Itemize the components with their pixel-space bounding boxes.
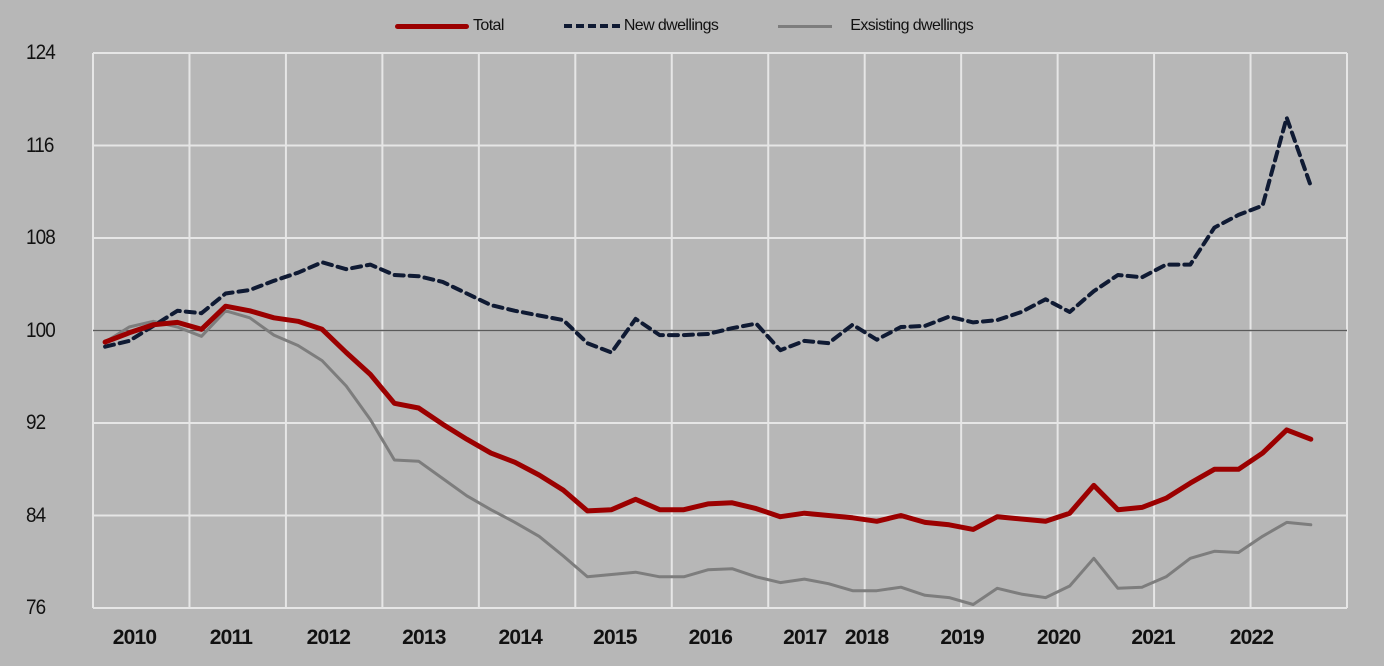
- x-tick-label: 2020: [1036, 626, 1081, 649]
- y-tick-label: 76: [26, 596, 46, 619]
- y-tick-label: 92: [26, 411, 46, 434]
- legend-label-existing-dwellings: Exsisting dwellings: [850, 17, 974, 34]
- y-tick-label: 116: [26, 133, 54, 157]
- y-tick-label: 124: [26, 41, 56, 64]
- series-line-exsisting-dwellings: [103, 309, 1313, 606]
- x-tick-label: 2015: [593, 626, 637, 649]
- series-line-total: [102, 303, 1314, 532]
- x-tick-label: 2014: [498, 626, 543, 649]
- x-tick-label: 2011: [209, 626, 253, 649]
- legend: Total New dwellings Exsisting dwellings: [395, 14, 974, 38]
- x-tick-label: 2010: [112, 626, 157, 649]
- legend-label-total: Total: [473, 17, 504, 34]
- legend-swatch-existing-dwellings: [778, 24, 833, 28]
- x-tick-label: 2018: [844, 626, 889, 649]
- legend-item-total: Total: [395, 17, 504, 35]
- x-tick-label: 2013: [402, 626, 446, 649]
- legend-item-new-dwellings: New dwellings: [563, 17, 719, 35]
- legend-swatch-new-dwellings: [563, 24, 620, 28]
- x-tick-label: 2019: [940, 626, 984, 649]
- y-tick-label: 84: [26, 503, 46, 527]
- x-tick-label: 2022: [1229, 626, 1274, 649]
- y-tick-label: 100: [26, 318, 56, 342]
- x-tick-label: 2016: [688, 626, 733, 649]
- legend-item-existing-dwellings: Exsisting dwellings: [778, 17, 974, 35]
- x-tick-label: 2017: [783, 626, 827, 649]
- x-tick-label: 2012: [306, 626, 351, 649]
- legend-label-new-dwellings: New dwellings: [623, 17, 719, 34]
- y-tick-label: 108: [26, 226, 56, 249]
- series-line-new-dwellings: [103, 115, 1313, 355]
- legend-swatch-total: [395, 23, 469, 29]
- x-tick-label: 2021: [1131, 626, 1175, 649]
